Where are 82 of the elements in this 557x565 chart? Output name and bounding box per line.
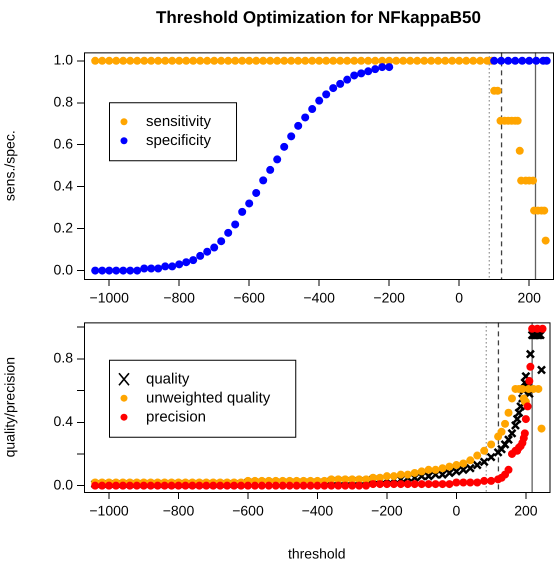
y-tick-label: 1.0: [54, 52, 74, 68]
y-tick-label: 0.0: [54, 261, 74, 278]
point: [336, 80, 344, 88]
point: [154, 264, 162, 273]
point: [266, 166, 274, 174]
point: [301, 113, 310, 122]
point: [147, 264, 156, 273]
legend-label: specificity: [146, 132, 212, 149]
x-tick-label: 200: [514, 502, 538, 518]
legend-label: unweighted quality: [146, 389, 271, 406]
x-tick-label: −200: [373, 289, 406, 306]
point: [371, 65, 380, 74]
point: [126, 266, 134, 275]
point: [224, 228, 232, 237]
point: [189, 256, 198, 264]
point: [490, 56, 498, 65]
chart-title: Threshold Optimization for NFkappaB50: [155, 8, 482, 28]
point: [525, 56, 534, 65]
point: [511, 56, 520, 65]
point: [504, 56, 512, 65]
x-tick-label: −800: [162, 502, 194, 518]
point: [308, 105, 316, 114]
point: [497, 56, 506, 65]
y-tick-label: 0.2: [54, 220, 74, 236]
point: [378, 63, 386, 72]
point: [329, 84, 338, 92]
x-tick-label: 0: [452, 502, 460, 518]
y-tick-label: 0.8: [54, 94, 74, 110]
point: [112, 266, 120, 275]
point: [182, 258, 190, 266]
y-tick-label: 0.8: [54, 350, 74, 366]
point: [322, 90, 330, 98]
x-tick-label: −1000: [89, 502, 129, 518]
point: [385, 63, 394, 72]
point: [175, 260, 184, 268]
point: [252, 188, 260, 197]
point: [364, 67, 372, 76]
point: [238, 208, 246, 216]
point: [357, 69, 366, 78]
point: [287, 132, 296, 140]
x-axis-title: threshold: [288, 545, 346, 562]
legend-label: precision: [146, 408, 206, 426]
point: [343, 76, 352, 84]
point: [196, 252, 204, 260]
point: [259, 176, 268, 184]
point: [161, 262, 170, 270]
point: [350, 71, 358, 80]
point: [315, 96, 324, 105]
x-tick-label: −600: [233, 289, 266, 306]
y-tick-label: 0.4: [54, 178, 74, 194]
y-tick-label: 0.0: [54, 476, 74, 493]
point: [518, 56, 526, 65]
y-tick-label: 0.6: [54, 136, 74, 152]
x-tick-label: 200: [518, 289, 542, 306]
point: [98, 266, 106, 275]
point: [140, 264, 148, 273]
point: [245, 199, 254, 208]
legend-label: sensitivity: [146, 112, 212, 130]
x-tick-label: 0: [455, 289, 464, 306]
point: [273, 155, 282, 164]
legend-label: quality: [146, 370, 190, 388]
x-tick-label: −600: [232, 502, 264, 518]
y-axis-title: quality/precision: [1, 357, 18, 458]
point: [168, 262, 176, 270]
point: [231, 220, 240, 228]
y-axis-title: sens./spec.: [1, 130, 18, 202]
point: [203, 248, 212, 256]
x-tick-label: −400: [303, 289, 336, 306]
point: [294, 122, 302, 130]
point: [91, 266, 100, 275]
x-tick-label: −400: [302, 502, 334, 518]
x-tick-label: −1000: [90, 289, 130, 306]
point: [280, 142, 288, 151]
point: [133, 266, 142, 275]
point: [105, 266, 114, 275]
point: [217, 237, 226, 246]
point: [532, 56, 540, 65]
point: [210, 244, 218, 252]
point: [119, 266, 128, 275]
x-tick-label: −200: [371, 502, 403, 518]
x-tick-label: −800: [163, 289, 196, 306]
y-tick-label: 0.4: [54, 413, 74, 430]
